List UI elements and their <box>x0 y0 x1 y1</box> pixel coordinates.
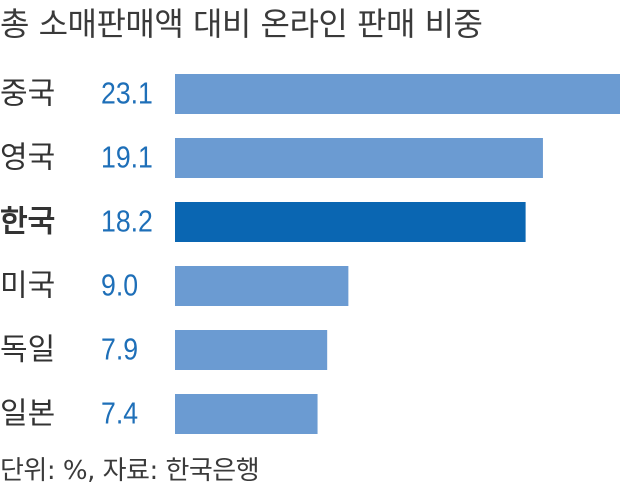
source-note: 단위: %, 자료: 한국은행 <box>0 456 260 486</box>
bar-highlighted <box>175 202 526 242</box>
category-label: 미국 <box>0 269 55 304</box>
value-label: 9.0 <box>101 269 138 303</box>
bar <box>175 138 543 178</box>
category-label: 일본 <box>0 397 55 432</box>
category-label: 독일 <box>0 333 55 368</box>
value-label: 19.1 <box>101 141 153 175</box>
bar <box>175 394 318 434</box>
value-label: 7.4 <box>101 397 138 431</box>
category-label: 한국 <box>0 205 55 240</box>
value-label: 7.9 <box>101 333 138 367</box>
category-label: 중국 <box>0 77 55 112</box>
bar <box>175 74 620 114</box>
bar <box>175 266 349 306</box>
value-label: 18.2 <box>101 205 153 239</box>
bar <box>175 330 328 370</box>
chart-title: 총 소매판매액 대비 온라인 판매 비중 <box>0 5 483 43</box>
category-label: 영국 <box>0 141 55 176</box>
value-label: 23.1 <box>101 77 153 111</box>
